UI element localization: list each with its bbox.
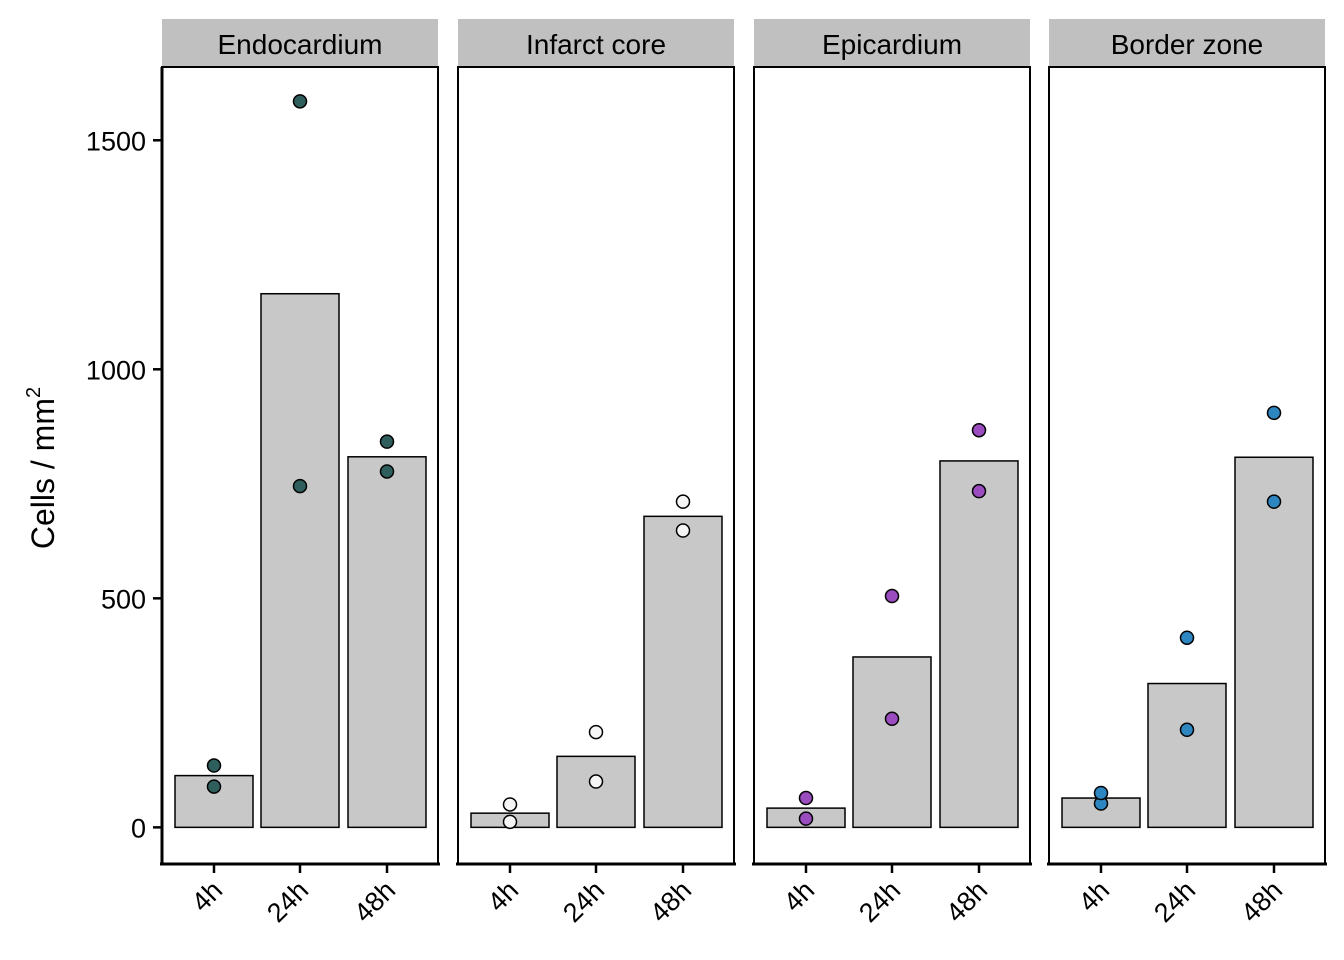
x-tick-label: 24h bbox=[853, 875, 906, 928]
y-axis-label: Cells / mm2 bbox=[23, 387, 61, 549]
data-point bbox=[1179, 722, 1195, 738]
facet-panel: Infarct core 4h 24h 48h bbox=[456, 19, 736, 928]
data-point bbox=[971, 422, 987, 438]
data-point bbox=[884, 588, 900, 604]
y-tick-label: 500 bbox=[101, 584, 146, 614]
bar bbox=[939, 460, 1019, 829]
x-tick-label: 48h bbox=[1235, 875, 1288, 928]
data-point bbox=[379, 464, 395, 479]
data-point bbox=[1179, 630, 1195, 645]
facet-strip bbox=[1049, 19, 1325, 67]
bar bbox=[1147, 682, 1227, 829]
data-point bbox=[588, 724, 604, 740]
x-tick-label: 48h bbox=[644, 875, 697, 928]
facet-panel: Endocardium 4h 24h 48h bbox=[160, 19, 440, 928]
y-tick-label: 1000 bbox=[86, 355, 146, 385]
data-point bbox=[502, 797, 518, 812]
y-axis-label-text: Cells / mm bbox=[25, 398, 61, 549]
data-point bbox=[884, 711, 900, 727]
x-tick-label: 24h bbox=[261, 875, 314, 928]
data-point bbox=[292, 478, 308, 494]
bar bbox=[643, 515, 723, 829]
x-tick-label: 24h bbox=[1148, 875, 1201, 928]
data-point bbox=[206, 758, 222, 773]
facet-title: Epicardium bbox=[822, 29, 962, 60]
data-point bbox=[1266, 405, 1282, 421]
data-point bbox=[798, 790, 814, 806]
x-tick-label: 4h bbox=[1073, 875, 1115, 917]
facet-title: Endocardium bbox=[218, 29, 383, 60]
facet-strip bbox=[458, 19, 734, 67]
bar bbox=[556, 755, 636, 829]
facet-panel: Border zone 4h 24h 48h bbox=[1047, 19, 1327, 928]
bar bbox=[260, 292, 340, 829]
data-point bbox=[502, 814, 518, 830]
bar bbox=[1234, 456, 1314, 829]
data-point bbox=[1266, 494, 1282, 509]
y-tick-label: 1500 bbox=[86, 126, 146, 156]
bar bbox=[852, 656, 932, 829]
data-point bbox=[292, 94, 308, 109]
data-point bbox=[971, 483, 987, 499]
x-tick-label: 4h bbox=[186, 875, 228, 917]
y-tick-label: 0 bbox=[131, 813, 146, 843]
facet-panel: Epicardium 4h 24h 48h bbox=[752, 19, 1032, 928]
data-point bbox=[675, 494, 691, 509]
bar bbox=[347, 456, 427, 829]
x-tick-label: 4h bbox=[778, 875, 820, 917]
data-point bbox=[1093, 785, 1109, 801]
x-tick-label: 48h bbox=[940, 875, 993, 928]
y-axis: 0 500 1000 1500 bbox=[86, 67, 164, 864]
data-point bbox=[675, 523, 691, 538]
facet-title: Infarct core bbox=[526, 29, 666, 60]
data-point bbox=[379, 434, 395, 449]
data-point bbox=[798, 811, 814, 826]
y-axis-label-superscript: 2 bbox=[23, 387, 45, 398]
data-point bbox=[206, 779, 222, 794]
facet-title: Border zone bbox=[1111, 29, 1264, 60]
x-tick-label: 48h bbox=[348, 875, 401, 928]
x-tick-label: 24h bbox=[557, 875, 610, 928]
x-tick-label: 4h bbox=[482, 875, 524, 917]
data-point bbox=[588, 774, 604, 789]
facet-strip bbox=[754, 19, 1030, 67]
facet-strip bbox=[162, 19, 438, 67]
